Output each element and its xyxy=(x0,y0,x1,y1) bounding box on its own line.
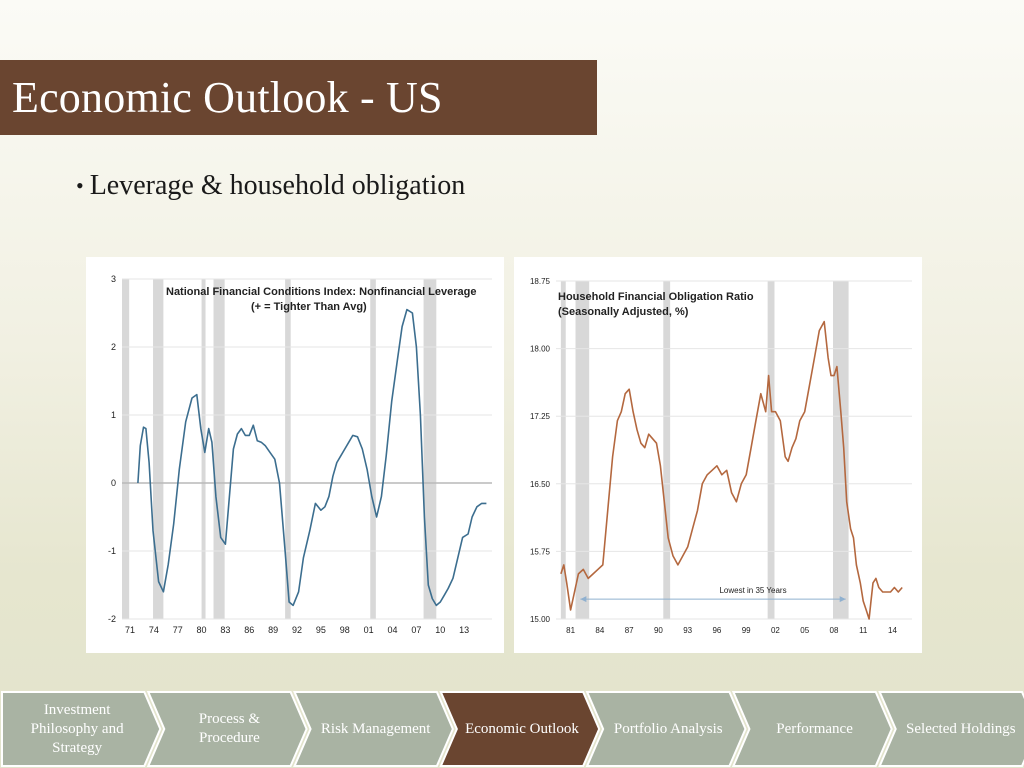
nav-chevron-6 xyxy=(878,691,1024,767)
chart2-annotation-arrowhead-left xyxy=(580,596,587,603)
leverage-chart: 3 2 1 0 -1 -2 71 74 77 80 83 86 89 92 95 98 01 04 07 10 13 Na… xyxy=(86,257,504,653)
chart1-recession-band xyxy=(213,279,225,619)
chart1-x-tick-label: 80 xyxy=(197,625,207,635)
chart2-recession-band xyxy=(663,281,671,619)
chart2-x-tick-label: 14 xyxy=(888,626,897,635)
chart1-x-tick-label: 92 xyxy=(292,625,302,635)
chart1-x-tick-label: 95 xyxy=(316,625,326,635)
chart1-y-tick-label: -2 xyxy=(108,614,116,624)
nav-item-label[interactable]: Investment Philosophy and Strategy xyxy=(30,701,124,756)
slide-title: Economic Outlook - US xyxy=(0,60,597,135)
nav-chevron-3 xyxy=(439,691,601,767)
section-nav-arrows xyxy=(1,691,1024,767)
chart2-y-tick-label: 18.00 xyxy=(530,345,551,354)
chart2-series-line xyxy=(560,320,903,620)
chart2-x-tick-label: 05 xyxy=(800,626,809,635)
chart1-recession-band xyxy=(370,279,376,619)
nav-chevron-1 xyxy=(146,691,308,767)
chart1-x-tick-label: 04 xyxy=(388,625,398,635)
chart1-series-line xyxy=(137,308,487,607)
chart1-subtitle: (+ = Tighter Than Avg) xyxy=(251,301,367,313)
chart2-x-tick-label: 96 xyxy=(712,626,721,635)
nav-item-label[interactable]: Selected Holdings xyxy=(906,720,1016,737)
nav-chevron-0 xyxy=(1,691,162,767)
chart1-title: National Financial Conditions Index: Non… xyxy=(166,286,477,298)
chart2-y-tick-label: 16.50 xyxy=(530,480,551,489)
chart1-x-tick-label: 01 xyxy=(364,625,374,635)
chart1-x-tick-label: 10 xyxy=(435,625,445,635)
chart1-x-tick-label: 77 xyxy=(173,625,183,635)
chart1-x-tick-label: 83 xyxy=(220,625,230,635)
chart1-x-tick-label: 74 xyxy=(149,625,159,635)
nav-item-label[interactable]: Risk Management xyxy=(320,720,431,737)
chart1-recession-band xyxy=(423,279,437,619)
chart2-x-tick-label: 84 xyxy=(595,626,604,635)
nav-chevron-4 xyxy=(585,691,747,767)
chart2-annotation-label: Lowest in 35 Years xyxy=(719,586,786,595)
chart1-x-tick-label: 86 xyxy=(244,625,254,635)
nav-item-label[interactable]: Economic Outlook xyxy=(465,720,579,737)
household-obligation-chart-svg: 18.75 18.00 17.25 16.50 15.75 15.00 81 84 87 90 93… xyxy=(530,277,912,635)
chart2-recession-band xyxy=(560,281,566,619)
chart2-x-tick-label: 02 xyxy=(771,626,780,635)
nav-item-label[interactable]: Performance xyxy=(776,720,853,737)
chart2-title: Household Financial Obligation Ratio xyxy=(558,291,754,303)
chart2-y-tick-label: 17.25 xyxy=(530,412,551,421)
chart2-x-tick-label: 81 xyxy=(566,626,575,635)
bullet-text: Leverage & household obligation xyxy=(89,170,466,201)
chart1-x-tick-label: 07 xyxy=(411,625,421,635)
chart1-y-tick-label: -1 xyxy=(108,546,116,556)
nav-chevron-2 xyxy=(293,691,454,767)
chart2-x-tick-label: 99 xyxy=(742,626,751,635)
nav-item-label[interactable]: Process & Procedure xyxy=(198,711,261,746)
chart1-y-tick-label: 0 xyxy=(111,478,116,488)
nav-item-label[interactable]: Portfolio Analysis xyxy=(613,720,723,737)
bullet-item: • Leverage & household obligation xyxy=(76,170,465,202)
chart2-recession-band xyxy=(575,281,590,619)
chart1-recession-band xyxy=(153,279,164,619)
chart2-y-tick-label: 15.00 xyxy=(530,615,551,624)
household-obligation-chart: 18.75 18.00 17.25 16.50 15.75 15.00 81 84 87 90 93… xyxy=(514,257,922,653)
chart2-recession-band xyxy=(767,281,775,619)
chart2-recession-band xyxy=(832,281,849,619)
chart1-y-tick-label: 1 xyxy=(111,410,116,420)
nav-chevron-5 xyxy=(731,691,893,767)
chart1-y-tick-label: 2 xyxy=(111,342,116,352)
chart1-x-tick-label: 13 xyxy=(459,625,469,635)
chart2-subtitle: (Seasonally Adjusted, %) xyxy=(558,306,689,318)
chart2-y-tick-label: 15.75 xyxy=(530,547,551,556)
chart2-x-tick-label: 93 xyxy=(683,626,692,635)
chart1-x-tick-label: 98 xyxy=(340,625,350,635)
chart2-x-tick-label: 08 xyxy=(830,626,839,635)
chart1-recession-band xyxy=(122,279,130,619)
chart2-annotation-arrowhead-right xyxy=(839,596,846,603)
chart1-recession-band xyxy=(285,279,291,619)
chart1-x-tick-label: 89 xyxy=(268,625,278,635)
section-nav: Investment Philosophy and Strategy Proces… xyxy=(0,690,1024,768)
chart2-x-tick-label: 90 xyxy=(654,626,663,635)
slide-title-text: Economic Outlook - US xyxy=(12,73,443,122)
chart2-x-tick-label: 11 xyxy=(859,626,868,635)
chart1-y-tick-label: 3 xyxy=(111,274,116,284)
chart2-x-tick-label: 87 xyxy=(625,626,634,635)
chart1-x-tick-label: 71 xyxy=(125,625,135,635)
chart2-y-tick-label: 18.75 xyxy=(530,277,551,286)
bullet-dot-icon: • xyxy=(76,173,84,198)
